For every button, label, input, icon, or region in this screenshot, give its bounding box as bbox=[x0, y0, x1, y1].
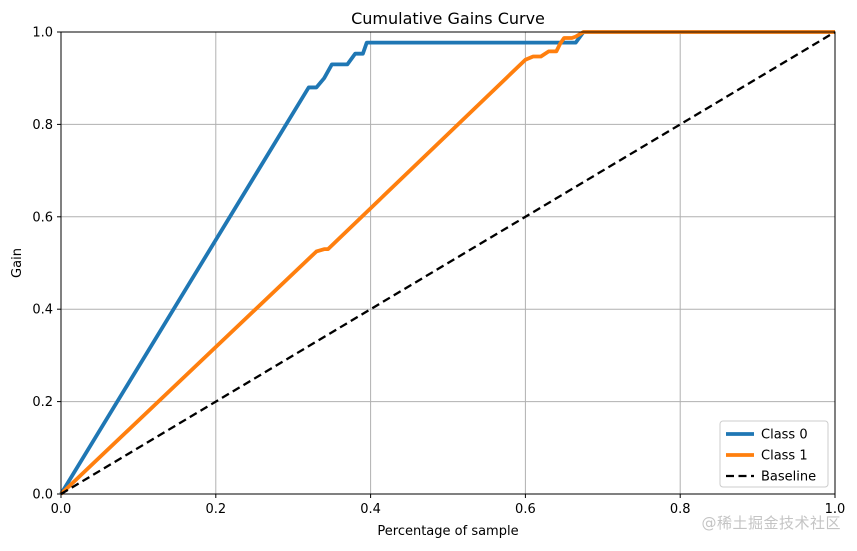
x-tick-label-3: 0.6 bbox=[515, 502, 536, 517]
x-tick-label-5: 1.0 bbox=[825, 502, 846, 517]
x-tick-label-1: 0.2 bbox=[205, 502, 226, 517]
legend-label-class-0: Class 0 bbox=[761, 428, 808, 443]
y-axis-label: Gain bbox=[10, 248, 25, 278]
plot-lines bbox=[59, 30, 836, 496]
plot-frame bbox=[60, 31, 836, 495]
axes: 0.0 0.2 0.4 0.6 0.8 1.0 0.0 0.2 0.4 0.6 0.8 1.0 bbox=[32, 26, 845, 518]
legend-label-class-1: Class 1 bbox=[761, 449, 808, 464]
legend: Class 0 Class 1 Baseline bbox=[719, 420, 829, 488]
y-tick-label-3: 0.6 bbox=[32, 210, 53, 225]
series-line-baseline bbox=[60, 31, 836, 495]
x-tick-label-4: 0.8 bbox=[670, 502, 691, 517]
legend-box bbox=[719, 420, 829, 488]
y-tick-label-1: 0.2 bbox=[32, 395, 53, 410]
legend-label-baseline: Baseline bbox=[761, 470, 816, 485]
x-axis-label: Percentage of sample bbox=[377, 524, 518, 539]
x-tick-label-2: 0.4 bbox=[360, 502, 381, 517]
y-tick-label-5: 1.0 bbox=[32, 26, 53, 41]
y-tick-label-2: 0.4 bbox=[32, 303, 53, 318]
x-tick-label-0: 0.0 bbox=[51, 502, 72, 517]
watermark-text: @稀土掘金技术社区 bbox=[701, 514, 841, 532]
series-line-class-1 bbox=[59, 30, 835, 496]
chart-title: Cumulative Gains Curve bbox=[351, 9, 545, 28]
y-tick-label-4: 0.8 bbox=[32, 118, 53, 133]
y-tick-label-0: 0.0 bbox=[32, 488, 53, 503]
